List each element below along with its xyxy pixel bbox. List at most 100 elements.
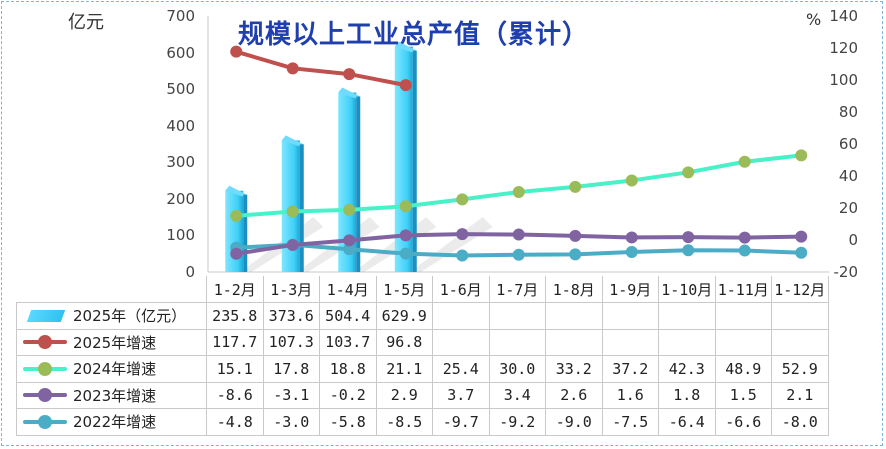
table-cell: 21.1 [375,355,433,383]
right-axis-tick-label: 100 [829,71,858,89]
table-cell [488,328,546,356]
data-point [286,238,299,251]
data-point [738,231,751,244]
left-axis-tick-label: 200 [166,189,195,208]
data-point [399,200,412,213]
table-cell: -8.5 [375,408,433,436]
bar-top [338,87,361,99]
table-cell: 52.9 [771,355,829,383]
bar-shadow [412,217,493,272]
table-row: 2024年增速 15.1 17.8 18.8 21.1 25.4 30.0 33.2 37.2 4… [16,355,829,383]
data-table: 1-2月 1-3月 1-4月 1-5月 1-6月 1-7月 1-8月 1-9月 … [16,276,829,436]
data-point [682,244,695,257]
series-label-cell: 2025年增速 [16,328,207,356]
table-cell: -7.5 [601,408,659,436]
right-axis-tick-label: 80 [838,103,858,121]
series-label-cell: 2023年增速 [16,381,207,409]
table-cell [714,328,772,356]
data-point [343,68,356,81]
data-point [456,193,469,206]
table-cell: 504.4 [319,302,377,330]
table-cell: 30.0 [488,355,546,383]
table-cell: -6.4 [658,408,716,436]
data-point [625,246,638,258]
data-point [286,62,299,75]
table-cell: -6.6 [714,408,772,436]
table-row: 2022年增速 -4.8 -3.0 -5.8 -8.5 -9.7 -9.2 -9.0 -7.5-… [16,408,829,436]
table-cell: -9.0 [545,408,603,436]
table-cell: 2.1 [771,381,829,409]
category-label: 1-5月 [375,276,433,303]
data-point [569,248,582,261]
table-cell: 107.3 [262,328,320,356]
series-label: 2024年增速 [73,360,157,379]
table-cell: 2.6 [545,381,603,409]
table-cell [771,328,829,356]
left-axis-tick-label: 0 [185,263,195,281]
category-label: 1-6月 [432,276,490,303]
data-point [738,155,751,168]
table-cell [658,302,716,330]
table-cell: 17.8 [262,355,320,383]
chart-title: 规模以上工业总产值（累计） [238,20,590,50]
table-corner [16,276,207,303]
category-label: 1-4月 [319,276,377,303]
bar-top [225,185,248,197]
table-cell [771,302,829,330]
table-cell: -3.0 [262,408,320,436]
right-axis-tick-label: 140 [829,7,858,25]
bar [394,46,413,273]
table-cell: 96.8 [375,328,433,356]
series-label: 2025年增速 [73,333,157,352]
series-line [234,153,804,218]
data-point [795,230,808,243]
category-label: 1-2月 [206,276,264,303]
table-cell [545,302,603,330]
data-point [456,249,469,262]
series-label-cell: 2025年（亿元） [16,302,207,330]
category-label: 1-7月 [488,276,546,303]
left-axis-tick-label: 400 [166,116,195,135]
left-axis-tick-label: 300 [166,153,195,172]
left-axis-unit: 亿元 [68,12,104,33]
legend-swatch [23,388,67,403]
data-point [738,244,751,257]
table-cell: 15.1 [206,355,264,383]
table-cell: 103.7 [319,328,377,356]
category-label: 1-9月 [601,276,659,303]
table-cell [432,302,490,330]
table-cell: 117.7 [206,328,264,356]
bar-side [356,96,361,272]
table-cell [714,302,772,330]
data-point [625,174,638,187]
legend-swatch [23,309,67,323]
category-label: 1-8月 [545,276,603,303]
bar-side [412,50,417,273]
legend-swatch [23,414,67,429]
data-point [399,229,412,242]
data-point [343,234,356,247]
series-label: 2022年增速 [73,413,157,432]
table-cell [432,328,490,356]
right-axis-tick-label: 120 [829,39,858,57]
table-cell [488,302,546,330]
data-point [456,228,469,241]
data-point [795,149,808,162]
data-point [343,203,356,216]
table-cell: 25.4 [432,355,490,383]
table-cell: 37.2 [601,355,659,383]
left-axis-tick-label: 600 [166,43,195,62]
category-label: 1-3月 [262,276,320,303]
table-cell: -9.7 [432,408,490,436]
data-point [569,229,582,242]
table-cell: 42.3 [658,355,716,383]
data-point [230,209,243,222]
series-label: 2023年增速 [73,386,157,405]
bar-side [243,194,248,272]
table-cell: -9.2 [488,408,546,436]
bar-top [281,135,304,147]
table-cell: 2.9 [375,381,433,409]
left-axis-tick-label: 500 [166,80,195,99]
